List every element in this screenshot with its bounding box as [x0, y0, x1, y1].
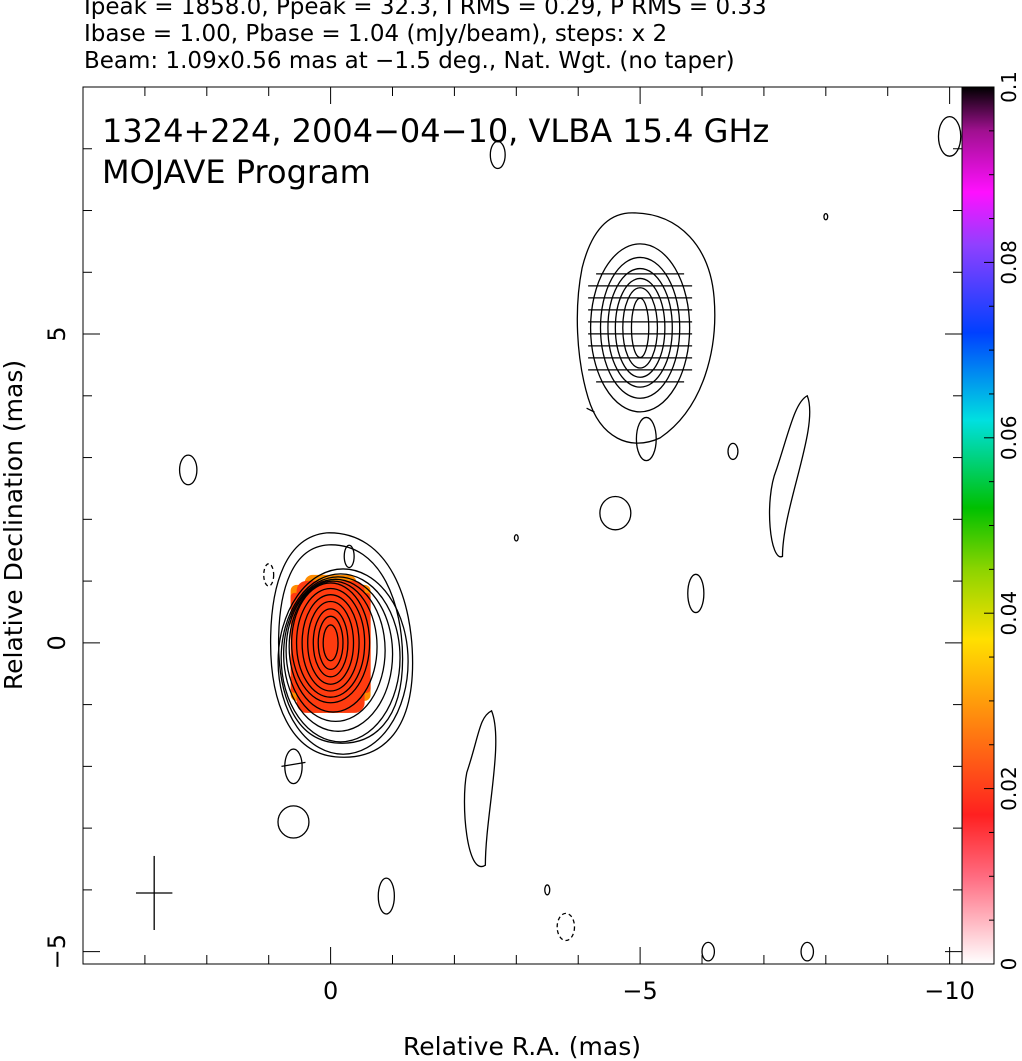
colorbar-ticks: 0 0.02 0.04 0.06 0.08 0.1 — [984, 71, 1021, 970]
filament-contour — [768, 394, 811, 558]
noise-contour — [343, 544, 355, 569]
negative-contour — [263, 563, 275, 587]
core-fill — [290, 592, 371, 693]
noise-contour — [599, 495, 632, 531]
colorbar-tick-label: 0.1 — [997, 71, 1021, 103]
noise-contour — [635, 416, 657, 462]
jet-contour — [614, 277, 666, 378]
noise-contour — [544, 884, 551, 896]
core-contour — [312, 608, 349, 678]
colorbar-tick-label: 0.04 — [997, 591, 1021, 636]
jet-contour — [622, 287, 659, 369]
negative-contour — [556, 912, 576, 942]
noise-contour — [178, 454, 198, 486]
polarization-vectors — [281, 273, 693, 767]
jet-contour — [589, 243, 691, 413]
jet-contour-outer — [576, 212, 716, 444]
y-tick-label: 0 — [43, 635, 71, 650]
x-tick-label: 0 — [323, 977, 338, 1005]
beam-marker — [135, 855, 173, 931]
jet-contour — [599, 256, 681, 399]
evpa-vector — [586, 407, 595, 413]
filament-contour — [463, 709, 497, 868]
noise-contour — [277, 805, 310, 839]
noise-contour — [800, 941, 815, 962]
chart-title: 1324+224, 2004−04−10, VLBA 15.4 GHz — [102, 112, 769, 150]
jet-contour — [607, 267, 673, 388]
header-peak-line: Ipeak = 1858.0, Ppeak = 32.3, I RMS = 0.… — [84, 0, 767, 20]
core-contour-outer — [269, 532, 414, 758]
x-tick-label: −10 — [924, 977, 975, 1005]
colorbar-tick-label: 0.06 — [997, 416, 1021, 461]
header-base-line: Ibase = 1.00, Pbase = 1.04 (mJy/beam), s… — [84, 21, 668, 47]
core-contour — [282, 576, 394, 732]
noise-contour — [513, 534, 519, 542]
y-axis-label: Relative Declination (mas) — [0, 360, 28, 690]
core-contour — [280, 573, 401, 743]
contours — [178, 115, 962, 962]
noise-contour — [937, 115, 962, 157]
x-tick-label: −5 — [622, 977, 657, 1005]
noise-contour — [377, 877, 396, 915]
plot-frame — [82, 86, 963, 965]
noise-contour — [701, 941, 716, 962]
header-beam-line: Beam: 1.09x0.56 mas at −1.5 deg., Nat. W… — [84, 48, 735, 74]
colorbar-tick-label: 0.08 — [997, 240, 1021, 285]
core-contour — [277, 568, 409, 755]
colorbar-tick-label: 0.02 — [997, 766, 1021, 811]
core-contour — [301, 594, 360, 692]
core-contour — [295, 587, 366, 698]
core-contour — [285, 578, 386, 723]
core-contour — [322, 624, 339, 662]
axis-ticks — [82, 86, 962, 964]
y-tick-label: −5 — [43, 934, 71, 969]
noise-contour — [823, 212, 829, 221]
noise-contour — [687, 573, 705, 614]
evpa-vector — [281, 761, 306, 767]
core-contour — [317, 615, 344, 671]
axis-tick-labels: 0 −5 −10 −5 0 5 — [43, 326, 975, 1005]
noise-contour — [489, 140, 506, 170]
y-tick-label: 5 — [43, 326, 71, 341]
x-axis-label: Relative R.A. (mas) — [403, 1032, 641, 1061]
chart-subtitle: MOJAVE Program — [102, 153, 371, 191]
colorbar-tick-label: 0 — [997, 958, 1021, 971]
noise-contour — [284, 748, 303, 785]
core-contour — [288, 580, 378, 713]
core-contour — [290, 582, 371, 704]
noise-contour — [727, 442, 739, 461]
core-contour-outer — [277, 544, 404, 744]
jet-contour — [630, 297, 650, 359]
core-contour — [307, 600, 355, 685]
